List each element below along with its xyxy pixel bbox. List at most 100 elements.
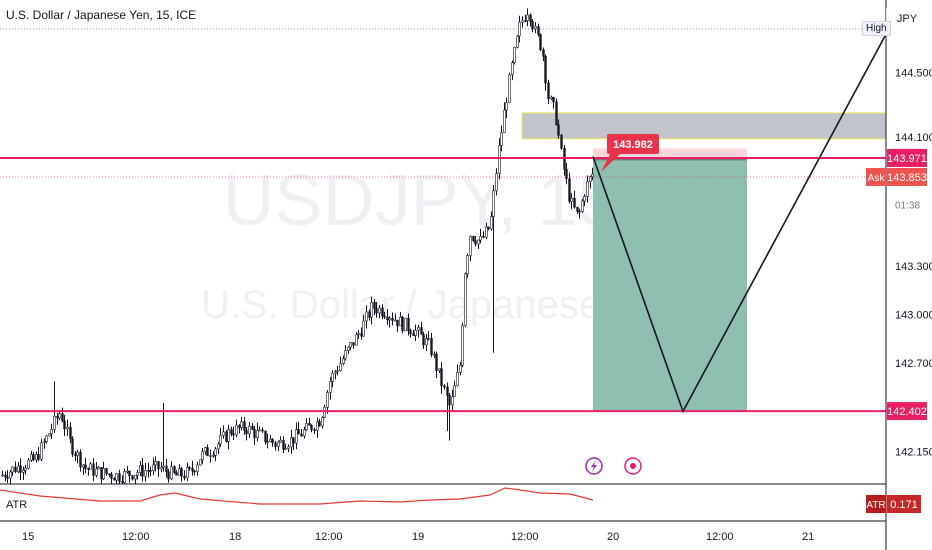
candle-body bbox=[287, 446, 290, 449]
x-tick-label: 19 bbox=[412, 531, 424, 543]
candle-body bbox=[136, 472, 139, 476]
candle-body bbox=[295, 429, 298, 444]
candle-body bbox=[409, 330, 412, 334]
profit-zone bbox=[593, 159, 747, 412]
candle-body bbox=[349, 342, 352, 348]
candle-body bbox=[513, 47, 516, 63]
candle-body bbox=[63, 420, 66, 430]
candle-body bbox=[565, 168, 568, 179]
x-tick-label: 12:00 bbox=[511, 531, 539, 543]
candle-body bbox=[175, 472, 178, 476]
candle-body bbox=[84, 464, 87, 469]
candle-body bbox=[570, 197, 573, 202]
price-label: 143.971 bbox=[887, 153, 927, 165]
candle-body bbox=[555, 101, 558, 126]
candle-body bbox=[167, 471, 170, 480]
candle-body bbox=[378, 307, 381, 314]
candle-body bbox=[170, 466, 173, 480]
candle-body bbox=[505, 102, 508, 111]
candle-body bbox=[290, 437, 293, 448]
candle-body bbox=[407, 317, 410, 332]
candle-body bbox=[180, 468, 183, 477]
candle-body bbox=[32, 454, 35, 461]
candle-body bbox=[534, 26, 537, 30]
candle-body bbox=[284, 448, 287, 450]
candle-body bbox=[297, 429, 300, 435]
y-axis: 144.500 144.100 143.300 143.000 142.700 142.1… bbox=[895, 68, 932, 459]
candle-body bbox=[495, 173, 498, 192]
record-icon[interactable] bbox=[624, 457, 642, 475]
candle-body bbox=[547, 82, 550, 100]
candle-body bbox=[503, 109, 506, 133]
candle-body bbox=[6, 476, 9, 479]
candle-body bbox=[375, 308, 378, 314]
candle-body bbox=[404, 317, 407, 332]
candle-body bbox=[370, 301, 373, 318]
candle-body bbox=[14, 466, 17, 473]
candle-body bbox=[235, 424, 238, 436]
candle-body bbox=[420, 327, 423, 335]
candle-body bbox=[245, 429, 248, 435]
candle-body bbox=[214, 448, 217, 456]
candle-body bbox=[446, 386, 449, 396]
candle-body bbox=[308, 423, 311, 426]
candle-body bbox=[238, 424, 241, 428]
candle-body bbox=[269, 438, 272, 442]
candle-body bbox=[440, 368, 443, 387]
atr-badge: ATR 0.171 bbox=[866, 495, 921, 513]
candle-body bbox=[56, 416, 59, 419]
candle-body bbox=[271, 438, 274, 444]
candle-body bbox=[323, 407, 326, 418]
candle-body bbox=[339, 363, 342, 372]
candle-body bbox=[76, 451, 79, 456]
candle-body bbox=[396, 319, 399, 327]
price-label-box bbox=[887, 148, 927, 167]
candle-body bbox=[206, 447, 209, 457]
candle-body bbox=[310, 424, 313, 430]
candle-body bbox=[511, 62, 514, 76]
candle-body bbox=[383, 315, 386, 318]
candle-body bbox=[318, 421, 321, 427]
candle-body bbox=[102, 468, 105, 480]
candle-body bbox=[217, 443, 220, 450]
lightning-icon[interactable] bbox=[585, 457, 603, 475]
candle-body bbox=[583, 196, 586, 202]
candle-body bbox=[27, 459, 30, 469]
candle-body bbox=[453, 385, 456, 397]
candle-body bbox=[274, 442, 277, 447]
candle-body bbox=[347, 346, 350, 351]
currency-selector[interactable]: JPY bbox=[886, 8, 927, 30]
candle-body bbox=[48, 433, 51, 437]
candle-body bbox=[381, 307, 384, 317]
candle-body bbox=[482, 236, 485, 238]
trade-label[interactable]: 143.982 bbox=[601, 134, 659, 172]
candle-body bbox=[487, 226, 490, 230]
candle-body bbox=[118, 473, 121, 482]
candle-body bbox=[188, 467, 191, 469]
candle-body bbox=[87, 468, 90, 470]
candle-body bbox=[456, 372, 459, 386]
price-label: 142.402 bbox=[887, 406, 927, 418]
candle-body bbox=[557, 124, 560, 136]
candle-body bbox=[427, 338, 430, 340]
candle-body bbox=[591, 173, 594, 178]
candle-body bbox=[578, 210, 581, 213]
candle-body bbox=[399, 316, 402, 327]
candle-body bbox=[22, 469, 25, 473]
candle-body bbox=[386, 316, 389, 321]
candle-body bbox=[305, 423, 308, 431]
atr-title: ATR bbox=[6, 499, 27, 511]
candle-body bbox=[17, 465, 20, 473]
candle-body bbox=[225, 431, 228, 442]
candle-body bbox=[589, 176, 592, 182]
candle-body bbox=[152, 464, 155, 471]
candle-body bbox=[9, 471, 12, 479]
candle-body bbox=[336, 370, 339, 373]
high-tag: High bbox=[862, 21, 891, 36]
x-tick-label: 12:00 bbox=[706, 531, 734, 543]
candle-body bbox=[316, 421, 319, 431]
candle-body bbox=[82, 464, 85, 468]
ask-price: 143.853 bbox=[887, 172, 927, 184]
